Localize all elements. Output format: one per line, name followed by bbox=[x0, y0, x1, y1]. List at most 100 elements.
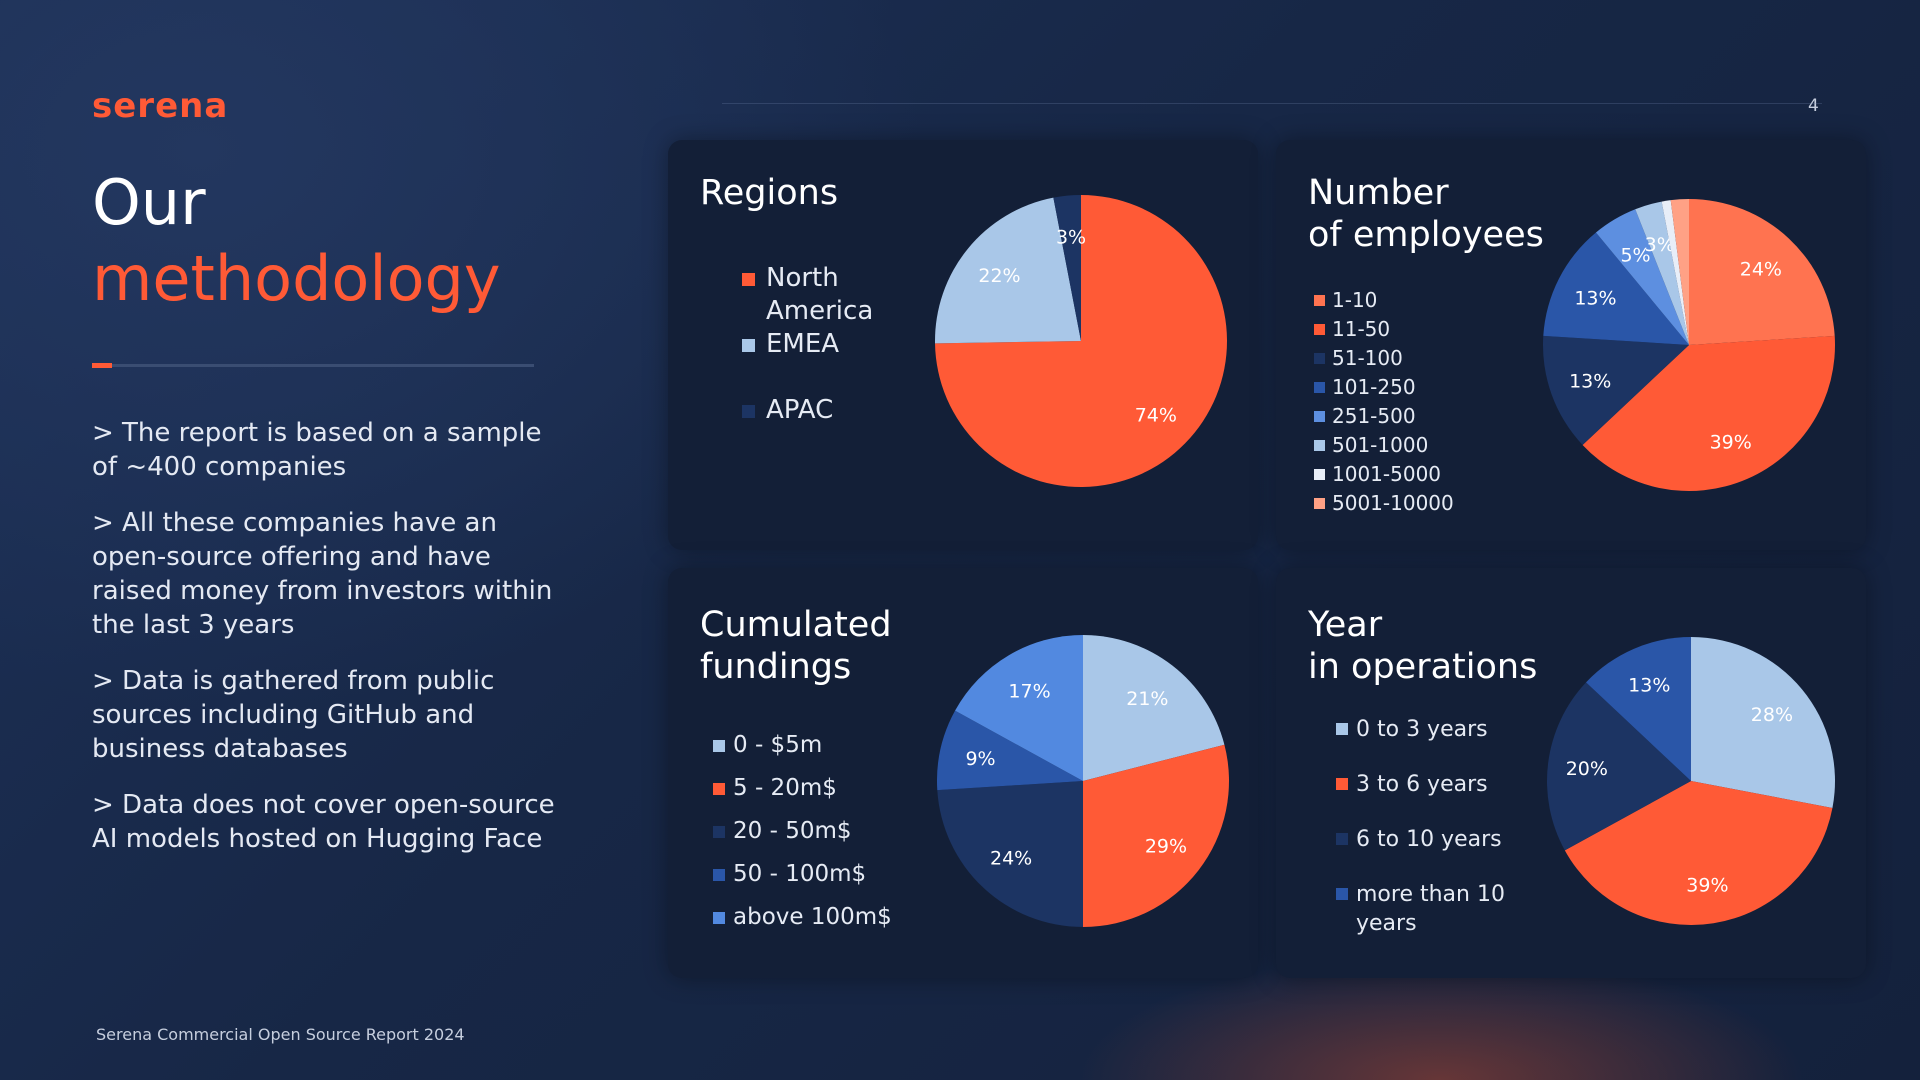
chart-legend: 0 - $5m 5 - 20m$ 20 - 50m$ 50 - 100m$ ab… bbox=[713, 724, 913, 939]
legend-label: 51-100 bbox=[1332, 346, 1403, 370]
pie-slice-8 bbox=[1670, 199, 1689, 345]
legend-swatch bbox=[742, 339, 755, 352]
pie-data-label: 39% bbox=[1710, 431, 1752, 453]
legend-item: 51-100 bbox=[1314, 344, 1494, 373]
footer-text: Serena Commercial Open Source Report 202… bbox=[96, 1025, 465, 1044]
pie-chart: 28% 39% 20% 13% bbox=[1547, 637, 1835, 925]
pie-slice-5 bbox=[955, 635, 1083, 781]
legend-swatch bbox=[713, 869, 725, 881]
bullet-item: > All these companies have an open-sourc… bbox=[92, 508, 553, 640]
pie-data-label: 24% bbox=[990, 848, 1032, 870]
pie-data-label: 22% bbox=[978, 265, 1020, 287]
pie-data-label: 13% bbox=[1574, 287, 1616, 309]
legend-label: 251-500 bbox=[1332, 404, 1416, 428]
legend-label: 1001-5000 bbox=[1332, 462, 1442, 486]
bullet-item: > The report is based on a sample of ~40… bbox=[92, 418, 542, 482]
legend-label: APAC bbox=[766, 395, 834, 425]
pie-slice-1 bbox=[1691, 637, 1835, 808]
legend-label: 3 to 6 years bbox=[1356, 772, 1488, 797]
legend-label: 101-250 bbox=[1332, 375, 1416, 399]
legend-swatch bbox=[1314, 469, 1325, 480]
chart-title: Cumulated fundings bbox=[700, 605, 892, 687]
legend-item: more than 10 years bbox=[1336, 880, 1516, 938]
legend-item: 251-500 bbox=[1314, 402, 1494, 431]
pie-slice-4 bbox=[1543, 232, 1689, 345]
pie-data-label: 24% bbox=[1740, 258, 1782, 280]
chart-legend: North America EMEA APAC bbox=[742, 262, 892, 460]
legend-swatch bbox=[1336, 778, 1348, 790]
pie-slice-4 bbox=[937, 710, 1083, 791]
pie-data-label: 39% bbox=[1686, 875, 1728, 897]
chart-card-employees: Number of employees 1-10 11-50 51-100 10… bbox=[1276, 140, 1866, 550]
legend-item: 0 - $5m bbox=[713, 724, 913, 767]
pie-data-label: 21% bbox=[1126, 688, 1168, 710]
legend-item: 20 - 50m$ bbox=[713, 810, 913, 853]
pie-data-label: 3% bbox=[1056, 226, 1086, 248]
legend-label: 0 - $5m bbox=[733, 732, 823, 758]
bullet-item: > Data does not cover open-source AI mod… bbox=[92, 790, 555, 854]
pie-data-label: 3% bbox=[1645, 234, 1675, 256]
legend-item: North America bbox=[742, 262, 892, 328]
legend-item: 501-1000 bbox=[1314, 431, 1494, 460]
legend-swatch bbox=[1336, 833, 1348, 845]
brand-logo: serena bbox=[92, 86, 229, 126]
legend-label: 50 - 100m$ bbox=[733, 861, 867, 887]
legend-swatch bbox=[713, 740, 725, 752]
legend-label: 6 to 10 years bbox=[1356, 827, 1502, 852]
legend-swatch bbox=[1314, 411, 1325, 422]
pie-slice-2 bbox=[1582, 335, 1835, 492]
grid-line bbox=[722, 103, 1822, 104]
pie-data-label: 74% bbox=[1135, 405, 1177, 427]
page-title-line1: Our bbox=[92, 166, 206, 239]
legend-swatch bbox=[1314, 353, 1325, 364]
legend-swatch bbox=[742, 273, 755, 286]
legend-item: 5001-10000 bbox=[1314, 489, 1494, 518]
legend-label: above 100m$ bbox=[733, 904, 892, 930]
legend-swatch bbox=[713, 912, 725, 924]
legend-item: 5 - 20m$ bbox=[713, 767, 913, 810]
chart-card-regions: Regions North America EMEA APAC 74% 22% 3% bbox=[668, 140, 1258, 550]
legend-swatch bbox=[742, 405, 755, 418]
pie-data-label: 17% bbox=[1008, 681, 1050, 703]
chart-card-fundings: Cumulated fundings 0 - $5m 5 - 20m$ 20 -… bbox=[668, 568, 1258, 978]
pie-slice-5 bbox=[1595, 209, 1689, 345]
legend-swatch bbox=[1314, 440, 1325, 451]
chart-title: Year in operations bbox=[1308, 605, 1538, 687]
legend-label: 1-10 bbox=[1332, 288, 1378, 312]
legend-label: 11-50 bbox=[1332, 317, 1391, 341]
pie-data-label: 29% bbox=[1145, 835, 1187, 857]
pie-slice-3 bbox=[1547, 682, 1691, 851]
page-title-line2: methodology bbox=[92, 242, 501, 315]
legend-swatch bbox=[1336, 723, 1348, 735]
pie-data-label: 28% bbox=[1751, 704, 1793, 726]
legend-item: 1001-5000 bbox=[1314, 460, 1494, 489]
legend-label: 20 - 50m$ bbox=[733, 818, 852, 844]
pie-slice-6 bbox=[1635, 201, 1689, 345]
legend-item: 1-10 bbox=[1314, 286, 1494, 315]
pie-chart: 21% 29% 24% 9% 17% bbox=[937, 635, 1229, 927]
bullet-list: > The report is based on a sample of ~40… bbox=[92, 416, 562, 878]
bullet-item: > Data is gathered from public sources i… bbox=[92, 666, 495, 764]
legend-swatch bbox=[1314, 382, 1325, 393]
legend-label: 5 - 20m$ bbox=[733, 775, 837, 801]
legend-swatch bbox=[1314, 498, 1325, 509]
legend-item: 3 to 6 years bbox=[1336, 770, 1526, 825]
chart-legend: 1-10 11-50 51-100 101-250 251-500 501-10… bbox=[1314, 286, 1494, 518]
pie-data-label: 9% bbox=[965, 748, 995, 770]
divider-accent bbox=[92, 363, 112, 368]
pie-chart: 74% 22% 3% bbox=[935, 195, 1227, 487]
pie-data-label: 13% bbox=[1569, 371, 1611, 393]
chart-card-years: Year in operations 0 to 3 years 3 to 6 y… bbox=[1276, 568, 1866, 978]
legend-label: EMEA bbox=[766, 329, 840, 359]
pie-slice-3 bbox=[1543, 335, 1689, 445]
chart-title: Number of employees bbox=[1308, 173, 1544, 255]
page-number: 4 bbox=[1808, 96, 1819, 116]
pie-slice-1 bbox=[935, 195, 1227, 487]
pie-slice-2 bbox=[1564, 781, 1833, 925]
pie-slice-2 bbox=[1083, 744, 1229, 927]
pie-slice-1 bbox=[1083, 635, 1225, 781]
pie-slice-4 bbox=[1586, 637, 1691, 781]
legend-swatch bbox=[713, 826, 725, 838]
legend-swatch bbox=[1314, 324, 1325, 335]
pie-data-label: 20% bbox=[1566, 758, 1608, 780]
